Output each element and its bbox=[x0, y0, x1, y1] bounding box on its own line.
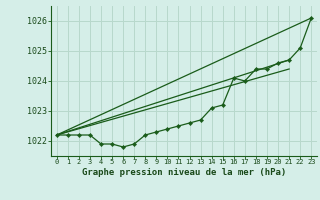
X-axis label: Graphe pression niveau de la mer (hPa): Graphe pression niveau de la mer (hPa) bbox=[82, 168, 286, 177]
